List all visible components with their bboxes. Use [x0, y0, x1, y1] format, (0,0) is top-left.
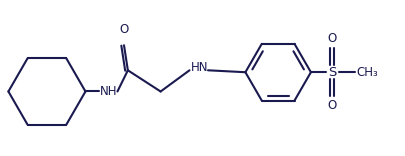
Text: NH: NH [100, 85, 117, 98]
Text: O: O [119, 23, 128, 36]
Text: S: S [327, 66, 335, 79]
Text: O: O [327, 99, 336, 112]
Text: O: O [327, 32, 336, 45]
Text: CH₃: CH₃ [355, 66, 377, 79]
Text: HN: HN [190, 61, 207, 74]
